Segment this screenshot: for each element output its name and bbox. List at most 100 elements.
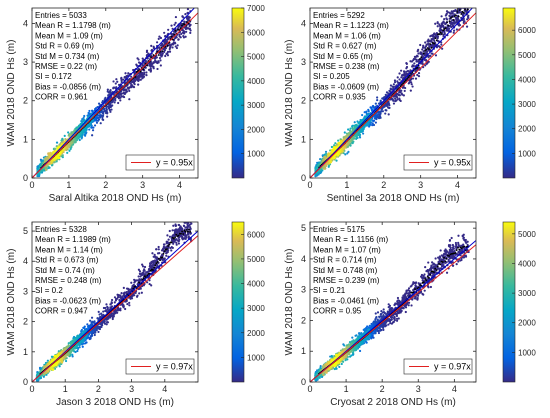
- mean-point: [460, 13, 463, 15]
- scatter-point: [376, 99, 379, 102]
- scatter-point: [161, 53, 164, 57]
- scatter-point: [398, 89, 401, 93]
- scatter-point: [333, 147, 336, 151]
- scatter-point: [379, 115, 382, 118]
- scatter-point: [88, 109, 91, 113]
- scatter-point: [145, 54, 148, 57]
- scatter-point: [97, 119, 100, 122]
- scatter-point: [189, 31, 192, 34]
- scatter-point: [351, 142, 354, 145]
- scatter-point: [421, 62, 424, 65]
- mean-point: [440, 33, 443, 35]
- scatter-point: [367, 108, 370, 111]
- scatter-point: [84, 134, 87, 137]
- colorbar-tick-label: 1000: [247, 150, 265, 159]
- scatter-point: [436, 35, 440, 38]
- scatter-point: [105, 323, 108, 326]
- scatter-point: [88, 128, 91, 131]
- scatter-point: [163, 47, 166, 50]
- mean-point: [466, 8, 469, 11]
- scatter-point: [137, 58, 140, 61]
- scatter-point: [457, 24, 461, 27]
- scatter-point: [159, 59, 162, 62]
- scatter-point: [120, 292, 123, 295]
- scatter-point: [398, 78, 401, 81]
- scatter-point: [122, 91, 125, 94]
- scatter-point: [83, 114, 86, 118]
- scatter-point: [438, 23, 441, 26]
- scatter-point: [440, 43, 443, 46]
- scatter-point: [343, 131, 346, 134]
- scatter-point: [442, 25, 445, 29]
- scatter-point: [141, 62, 144, 66]
- scatter-point: [374, 105, 377, 108]
- scatter-point: [95, 117, 98, 120]
- mean-point: [179, 27, 182, 30]
- colorbar-tick-label: 5000: [518, 51, 536, 60]
- scatter-point: [181, 15, 184, 18]
- mean-point: [146, 64, 148, 67]
- scatter-point: [97, 102, 101, 105]
- scatter-point: [343, 149, 346, 152]
- scatter-point: [329, 158, 332, 162]
- scatter-point: [159, 36, 163, 40]
- scatter-point: [101, 116, 104, 119]
- scatter-point: [353, 121, 356, 124]
- scatter-point: [76, 134, 80, 137]
- scatter-point: [462, 17, 465, 21]
- scatter-point: [385, 109, 388, 112]
- scatter-point: [443, 18, 446, 21]
- stat-line: Mean M = 1.06 (m): [313, 31, 381, 40]
- scatter-point: [72, 143, 75, 146]
- scatter-point: [55, 141, 59, 144]
- stat-line: Bias = -0.0856 (m): [35, 82, 101, 91]
- scatter-point: [150, 48, 154, 52]
- scatter-point: [156, 67, 159, 71]
- y-tick-label: 4: [301, 18, 306, 28]
- scatter-point: [392, 102, 396, 105]
- scatter-point: [344, 153, 347, 156]
- scatter-point: [385, 91, 389, 94]
- scatter-point: [318, 163, 321, 166]
- scatter-point: [441, 23, 444, 26]
- scatter-point: [180, 32, 183, 36]
- scatter-point: [358, 133, 362, 136]
- scatter-point: [448, 11, 451, 14]
- scatter-point: [417, 72, 421, 75]
- scatter-point: [433, 32, 436, 35]
- scatter-point: [119, 99, 122, 102]
- scatter-point: [372, 106, 376, 109]
- scatter-point: [167, 28, 170, 31]
- stat-line: Mean M = 1.09 (m): [35, 31, 103, 40]
- mean-point: [408, 74, 411, 77]
- scatter-point: [396, 96, 399, 99]
- scatter-point: [84, 132, 87, 135]
- scatter-point: [144, 59, 148, 63]
- mean-point: [462, 11, 465, 14]
- scatter-point: [346, 152, 349, 155]
- scatter-point: [422, 44, 425, 47]
- scatter-point: [410, 81, 413, 84]
- scatter-point: [174, 21, 177, 24]
- scatter-point: [115, 86, 118, 89]
- scatter-point: [403, 71, 406, 74]
- mean-point: [152, 54, 155, 56]
- scatter-point: [369, 119, 372, 123]
- stat-line: Entries = 5292: [313, 11, 365, 20]
- scatter-point: [54, 147, 57, 150]
- scatter-point: [411, 85, 414, 88]
- scatter-point: [347, 150, 350, 154]
- scatter-point: [337, 141, 340, 145]
- scatter-point: [40, 160, 43, 163]
- mean-point: [459, 9, 461, 11]
- mean-point: [450, 17, 452, 19]
- scatter-point: [120, 77, 123, 80]
- scatter-point: [392, 83, 395, 86]
- colorbar-tick-label: 1000: [518, 149, 536, 158]
- scatter-point: [393, 79, 397, 82]
- y-tick-label: 1: [23, 134, 28, 144]
- scatter-point: [152, 67, 155, 70]
- scatter-point: [113, 101, 116, 104]
